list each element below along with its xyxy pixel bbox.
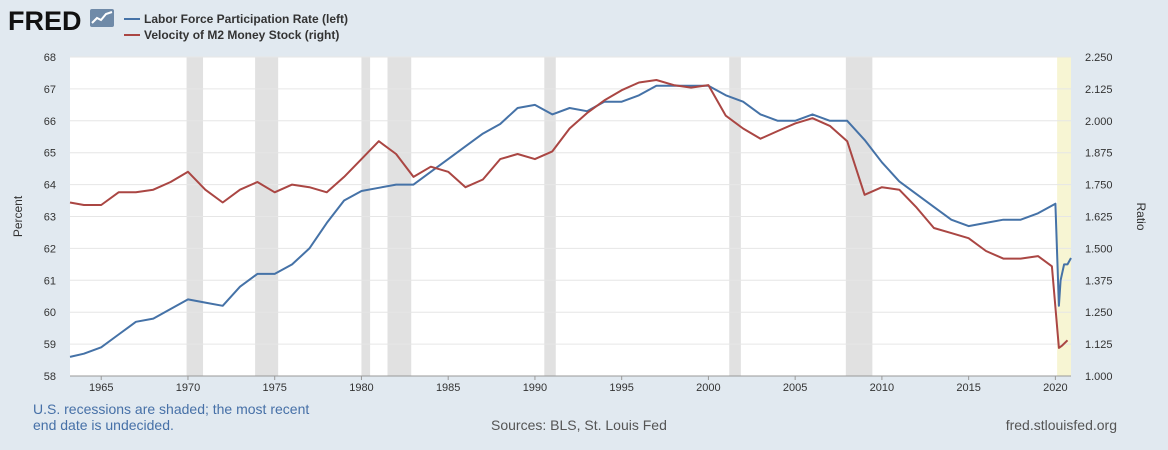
y-right-tick-label: 1.750 [1085, 180, 1113, 192]
series-line-velocity [69, 79, 1069, 349]
y-left-tick-label: 66 [44, 116, 56, 128]
y-left-axis-title: Percent [11, 195, 25, 237]
line-chart-icon [90, 9, 114, 27]
x-tick-label: 1970 [176, 382, 200, 394]
legend-label: Labor Force Participation Rate (left) [144, 12, 349, 26]
y-left-tick-label: 65 [44, 148, 56, 160]
legend: Labor Force Participation Rate (left) Ve… [122, 11, 348, 43]
y-left-tick-label: 67 [44, 84, 56, 96]
x-tick-label: 2020 [1043, 382, 1067, 394]
y-left-tick-label: 58 [44, 371, 56, 383]
recession-note-line1: U.S. recessions are shaded; the most rec… [33, 401, 310, 417]
y-left-tick-label: 64 [44, 180, 56, 192]
x-tick-label: 1975 [262, 382, 286, 394]
x-tick-label: 1965 [89, 382, 113, 394]
y-right-tick-label: 1.250 [1085, 307, 1113, 319]
y-right-tick-label: 2.125 [1085, 84, 1113, 96]
x-tick-label: 1985 [436, 382, 460, 394]
y-right-tick-label: 1.000 [1085, 371, 1113, 383]
x-tick-label: 1990 [523, 382, 547, 394]
y-right-tick-label: 1.375 [1085, 275, 1113, 287]
site-link[interactable]: fred.stlouisfed.org [1005, 417, 1117, 433]
y-right-tick-label: 1.625 [1085, 212, 1113, 224]
legend-swatch-red [124, 34, 140, 36]
sources-text: Sources: BLS, St. Louis Fed [491, 417, 667, 433]
y-right-tick-label: 1.875 [1085, 148, 1113, 160]
x-tick-label: 2005 [783, 382, 807, 394]
x-tick-label: 1980 [349, 382, 373, 394]
recession-note: U.S. recessions are shaded; the most rec… [33, 401, 333, 433]
x-tick-label: 2000 [696, 382, 720, 394]
legend-item-velocity[interactable]: Velocity of M2 Money Stock (right) [122, 27, 348, 43]
y-right-axis-title: Ratio [1134, 202, 1148, 230]
legend-label: Velocity of M2 Money Stock (right) [144, 28, 340, 42]
recession-note-line2: end date is undecided. [33, 417, 174, 433]
y-right-tick-label: 2.000 [1085, 116, 1113, 128]
y-left-tick-label: 59 [44, 339, 56, 351]
y-left-tick-label: 68 [44, 52, 56, 64]
y-left-tick-label: 63 [44, 212, 56, 224]
x-tick-label: 2010 [870, 382, 894, 394]
x-tick-label: 1995 [609, 382, 633, 394]
y-left-tick-label: 60 [44, 307, 56, 319]
y-left-tick-label: 61 [44, 275, 56, 287]
legend-swatch-blue [124, 18, 140, 20]
y-right-tick-label: 1.125 [1085, 339, 1113, 351]
series-line-participation [69, 84, 1072, 358]
x-tick-label: 2015 [956, 382, 980, 394]
y-right-tick-label: 1.500 [1085, 243, 1113, 255]
legend-item-participation[interactable]: Labor Force Participation Rate (left) [122, 11, 348, 27]
y-right-tick-label: 2.250 [1085, 52, 1113, 64]
fred-logo[interactable]: FRED [8, 6, 82, 36]
y-left-tick-label: 62 [44, 243, 56, 255]
